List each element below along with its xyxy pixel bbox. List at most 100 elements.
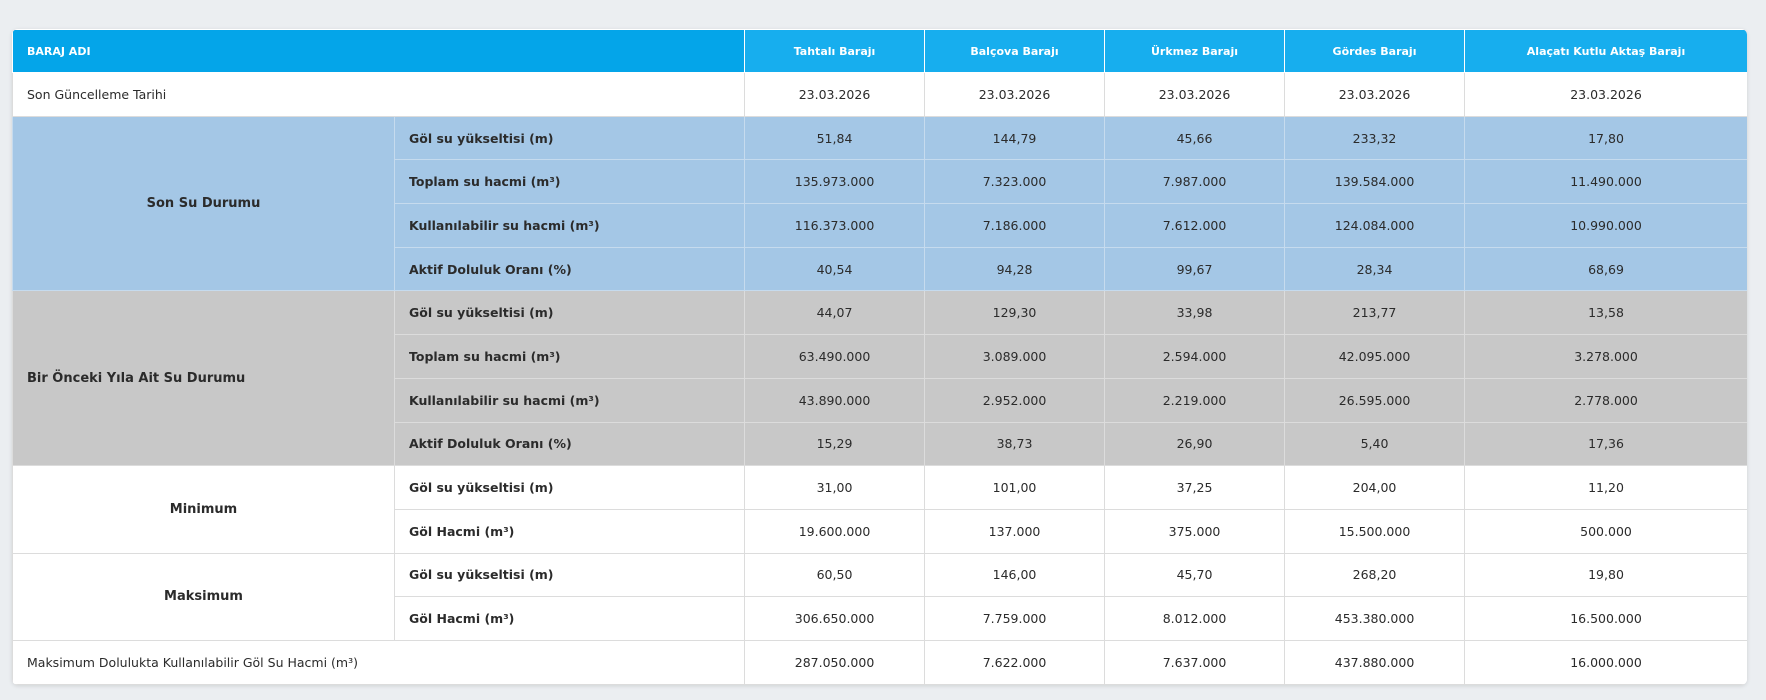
table-cell: 375.000 [1104, 508, 1286, 554]
table-cell: 139.584.000 [1284, 159, 1466, 205]
table-cell: 2.778.000 [1464, 377, 1747, 423]
row-label: Toplam su hacmi (m³) [393, 159, 746, 205]
table-cell: 51,84 [744, 115, 926, 161]
table-cell: 17,36 [1464, 421, 1747, 467]
table-cell: 7.622.000 [924, 639, 1106, 685]
table-cell: 10.990.000 [1464, 203, 1747, 248]
group-label-previous: Bir Önceki Yıla Ait Su Durumu [12, 290, 395, 467]
table-cell: 306.650.000 [744, 596, 926, 641]
table-cell: 233,32 [1284, 115, 1466, 161]
table-cell: 23.03.2026 [1284, 72, 1466, 117]
row-label: Göl Hacmi (m³) [393, 596, 746, 641]
row-label: Göl su yükseltisi (m) [393, 465, 746, 510]
table-cell: 99,67 [1104, 246, 1286, 292]
table-row: Göl Hacmi (m³) 19.600.000 137.000 375.00… [13, 508, 1747, 554]
table-cell: 5,40 [1284, 421, 1466, 467]
table-cell: 7.323.000 [924, 159, 1106, 205]
table-cell: 68,69 [1464, 246, 1747, 292]
row-label: Toplam su hacmi (m³) [393, 334, 746, 379]
table-cell: 11.490.000 [1464, 159, 1747, 205]
group-label-maximum: Maksimum [12, 552, 395, 641]
row-label: Aktif Doluluk Oranı (%) [393, 421, 746, 467]
table-cell: 13,58 [1464, 290, 1747, 336]
table-row: Aktif Doluluk Oranı (%) 15,29 38,73 26,9… [13, 421, 1747, 467]
table-cell: 8.012.000 [1104, 596, 1286, 641]
header-dam-balcova: Balçova Barajı [924, 29, 1106, 73]
table-cell: 144,79 [924, 115, 1106, 161]
table-cell: 3.278.000 [1464, 334, 1747, 379]
header-dam-gordes: Gördes Barajı [1284, 29, 1466, 73]
table-cell: 213,77 [1284, 290, 1466, 336]
table-row: Toplam su hacmi (m³) 135.973.000 7.323.0… [13, 159, 1747, 205]
table-cell: 7.759.000 [924, 596, 1106, 641]
table-cell: 19.600.000 [744, 508, 926, 554]
table-cell: 129,30 [924, 290, 1106, 336]
table-cell: 23.03.2026 [744, 72, 926, 117]
table-cell: 23.03.2026 [924, 72, 1106, 117]
table-row-update-date: Son Güncelleme Tarihi 23.03.2026 23.03.2… [12, 72, 1747, 117]
table-cell: 60,50 [744, 552, 926, 598]
row-label: Göl su yükseltisi (m) [393, 115, 746, 161]
table-row: Kullanılabilir su hacmi (m³) 43.890.000 … [13, 377, 1747, 423]
table-cell: 453.380.000 [1284, 596, 1466, 641]
table-cell: 15,29 [744, 421, 926, 467]
table-cell: 45,66 [1104, 115, 1286, 161]
header-dam-urkmez: Ürkmez Barajı [1104, 29, 1286, 73]
table-cell: 16.500.000 [1464, 596, 1747, 641]
row-label: Göl su yükseltisi (m) [393, 290, 746, 336]
table-cell: 437.880.000 [1284, 639, 1466, 685]
table-cell: 204,00 [1284, 465, 1466, 510]
table-row: Son Su Durumu Göl su yükseltisi (m) 51,8… [12, 115, 1747, 292]
table-cell: 42.095.000 [1284, 334, 1466, 379]
table-cell: 38,73 [924, 421, 1106, 467]
dam-status-table: BARAJ ADI Tahtalı Barajı Balçova Barajı … [12, 29, 1747, 685]
row-label: Göl su yükseltisi (m) [393, 552, 746, 598]
table-cell: 23.03.2026 [1104, 72, 1286, 117]
table-row: Maksimum Göl su yükseltisi (m) 60,50 146… [12, 552, 1747, 641]
table-cell: 45,70 [1104, 552, 1286, 598]
table-cell: 268,20 [1284, 552, 1466, 598]
table-cell: 146,00 [924, 552, 1106, 598]
table-cell: 116.373.000 [744, 203, 926, 248]
table-row: Bir Önceki Yıla Ait Su Durumu Göl su yük… [12, 290, 1747, 467]
header-dam-alacati: Alaçatı Kutlu Aktaş Barajı [1464, 29, 1747, 73]
table-cell: 3.089.000 [924, 334, 1106, 379]
table-cell: 43.890.000 [744, 377, 926, 423]
table-cell: 15.500.000 [1284, 508, 1466, 554]
row-label: Son Güncelleme Tarihi [12, 72, 746, 117]
row-label: Göl Hacmi (m³) [393, 508, 746, 554]
table-cell: 17,80 [1464, 115, 1747, 161]
table-row: Toplam su hacmi (m³) 63.490.000 3.089.00… [13, 334, 1747, 379]
table-cell: 33,98 [1104, 290, 1286, 336]
table-cell: 2.219.000 [1104, 377, 1286, 423]
header-dam-name: BARAJ ADI [12, 29, 746, 73]
table-cell: 7.987.000 [1104, 159, 1286, 205]
table-cell: 7.612.000 [1104, 203, 1286, 248]
table-cell: 16.000.000 [1464, 639, 1747, 685]
table-cell: 23.03.2026 [1464, 72, 1747, 117]
table-cell: 63.490.000 [744, 334, 926, 379]
table-cell: 500.000 [1464, 508, 1747, 554]
group-label-current: Son Su Durumu [12, 115, 395, 292]
table-cell: 40,54 [744, 246, 926, 292]
table-cell: 7.637.000 [1104, 639, 1286, 685]
header-dam-tahtali: Tahtalı Barajı [744, 29, 926, 73]
table-row: Minimum Göl su yükseltisi (m) 31,00 101,… [12, 465, 1747, 554]
table-cell: 101,00 [924, 465, 1106, 510]
row-label: Maksimum Dolulukta Kullanılabilir Göl Su… [12, 639, 746, 685]
table-cell: 7.186.000 [924, 203, 1106, 248]
table-cell: 37,25 [1104, 465, 1286, 510]
table-header-row: BARAJ ADI Tahtalı Barajı Balçova Barajı … [12, 29, 1747, 73]
dam-status-card: BARAJ ADI Tahtalı Barajı Balçova Barajı … [12, 29, 1747, 685]
table-row: Kullanılabilir su hacmi (m³) 116.373.000… [13, 203, 1747, 248]
table-cell: 94,28 [924, 246, 1106, 292]
table-cell: 135.973.000 [744, 159, 926, 205]
table-cell: 26,90 [1104, 421, 1286, 467]
table-cell: 2.594.000 [1104, 334, 1286, 379]
table-cell: 28,34 [1284, 246, 1466, 292]
row-label: Kullanılabilir su hacmi (m³) [393, 203, 746, 248]
table-cell: 44,07 [744, 290, 926, 336]
table-cell: 31,00 [744, 465, 926, 510]
table-row: Aktif Doluluk Oranı (%) 40,54 94,28 99,6… [13, 246, 1747, 292]
table-cell: 11,20 [1464, 465, 1747, 510]
